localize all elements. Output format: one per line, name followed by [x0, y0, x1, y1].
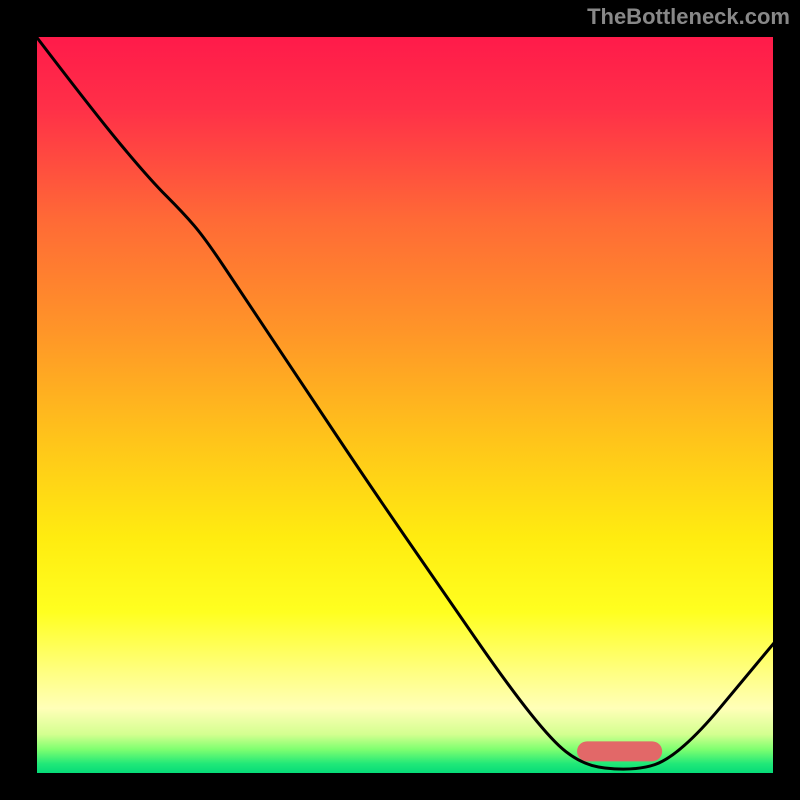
chart-svg [0, 0, 800, 800]
plot-background [35, 35, 775, 775]
watermark-text: TheBottleneck.com [587, 4, 790, 30]
marker-bar [577, 741, 662, 761]
chart-container: TheBottleneck.com [0, 0, 800, 800]
